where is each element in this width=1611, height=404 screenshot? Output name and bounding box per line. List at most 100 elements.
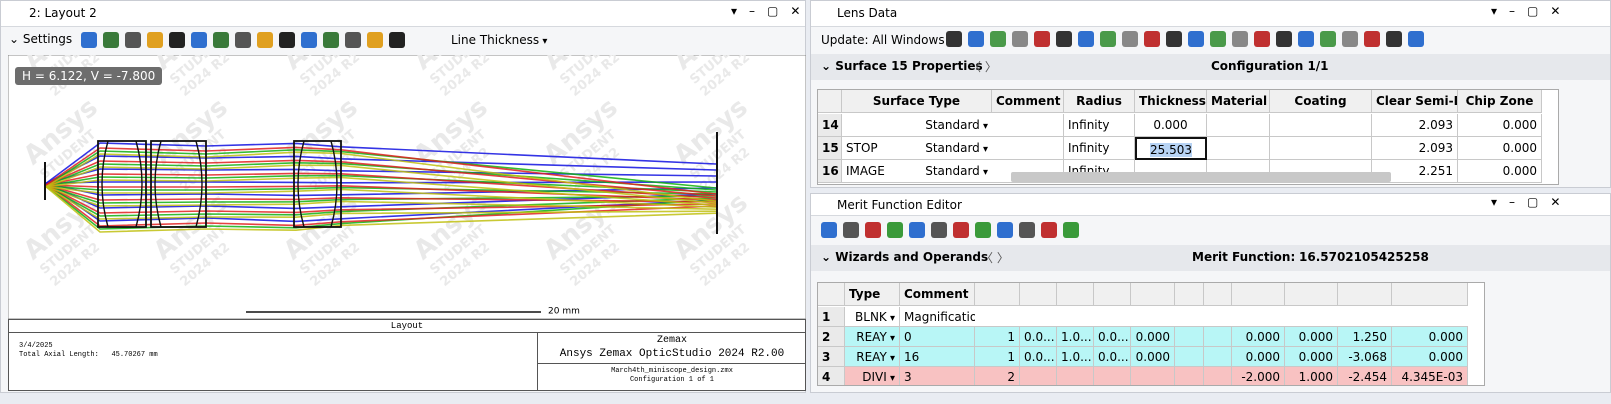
cell[interactable]: 1 bbox=[975, 327, 1020, 347]
cell[interactable] bbox=[1094, 307, 1131, 327]
cell[interactable]: 0.000 bbox=[1285, 327, 1338, 347]
cell[interactable] bbox=[1175, 367, 1204, 385]
cell[interactable]: DIVI bbox=[845, 367, 900, 385]
cell[interactable] bbox=[1204, 327, 1232, 347]
tool-icon[interactable] bbox=[887, 222, 903, 238]
tool-icon[interactable] bbox=[191, 32, 207, 48]
cell[interactable]: Standard bbox=[918, 137, 992, 160]
cell[interactable]: 0.000 bbox=[1392, 327, 1468, 347]
cell[interactable] bbox=[1207, 160, 1270, 183]
tool-icon[interactable] bbox=[1100, 31, 1116, 47]
cell[interactable]: 0.0... bbox=[1094, 347, 1131, 367]
tool-icon[interactable] bbox=[1210, 31, 1226, 47]
tool-icon[interactable] bbox=[1276, 31, 1292, 47]
cell[interactable]: 0 bbox=[900, 327, 975, 347]
tool-icon[interactable] bbox=[345, 32, 361, 48]
tool-icon[interactable] bbox=[301, 32, 317, 48]
wizards-label[interactable]: ⌄ Wizards and Operands bbox=[821, 250, 989, 264]
cell[interactable] bbox=[1204, 347, 1232, 367]
cell[interactable] bbox=[1094, 367, 1131, 385]
window-controls[interactable]: ▾–▢✕ bbox=[1491, 195, 1573, 209]
tool-icon[interactable] bbox=[1188, 31, 1204, 47]
cell[interactable]: 0.000 bbox=[1232, 327, 1285, 347]
cell[interactable]: Infinity bbox=[1064, 137, 1135, 160]
tool-icon[interactable] bbox=[235, 32, 251, 48]
surface-label[interactable]: ⌄ Surface 15 Properties bbox=[821, 59, 983, 73]
cell[interactable]: REAY bbox=[845, 327, 900, 347]
tool-icon[interactable] bbox=[953, 222, 969, 238]
cell[interactable]: 0.000 bbox=[1458, 160, 1542, 183]
cell[interactable]: REAY bbox=[845, 347, 900, 367]
nav-buttons[interactable]: 〈 〉 bbox=[969, 60, 997, 74]
cell[interactable] bbox=[1270, 160, 1372, 183]
cell[interactable]: STOP bbox=[842, 137, 918, 160]
line-thickness-button[interactable]: Line Thickness bbox=[451, 33, 547, 47]
tool-icon[interactable] bbox=[843, 222, 859, 238]
tool-icon[interactable] bbox=[909, 222, 925, 238]
tool-icon[interactable] bbox=[1166, 31, 1182, 47]
tool-icon[interactable] bbox=[1254, 31, 1270, 47]
cell[interactable] bbox=[1270, 137, 1372, 160]
tool-icon[interactable] bbox=[279, 32, 295, 48]
tool-icon[interactable] bbox=[931, 222, 947, 238]
tool-icon[interactable] bbox=[1041, 222, 1057, 238]
cell[interactable] bbox=[1020, 307, 1057, 327]
cell[interactable] bbox=[1207, 137, 1270, 160]
tool-icon[interactable] bbox=[968, 31, 984, 47]
cell[interactable] bbox=[1131, 307, 1175, 327]
tool-icon[interactable] bbox=[125, 32, 141, 48]
tool-icon[interactable] bbox=[367, 32, 383, 48]
cell[interactable]: 0.000 bbox=[1135, 114, 1207, 137]
cell[interactable]: 0.000 bbox=[1232, 347, 1285, 367]
cell[interactable] bbox=[1135, 160, 1207, 183]
tool-icon[interactable] bbox=[323, 32, 339, 48]
cell[interactable]: -2.000 bbox=[1232, 367, 1285, 385]
cell[interactable] bbox=[1131, 367, 1175, 385]
cell[interactable] bbox=[1175, 347, 1204, 367]
cell[interactable] bbox=[992, 137, 1064, 160]
cell[interactable]: 0.000 bbox=[1392, 347, 1468, 367]
tool-icon[interactable] bbox=[1012, 31, 1028, 47]
cell[interactable]: Standard bbox=[918, 114, 992, 137]
tool-icon[interactable] bbox=[257, 32, 273, 48]
cell[interactable]: 1.250 bbox=[1338, 327, 1392, 347]
tool-icon[interactable] bbox=[1144, 31, 1160, 47]
cell[interactable]: 0.000 bbox=[1458, 137, 1542, 160]
tool-icon[interactable] bbox=[1078, 31, 1094, 47]
cell[interactable]: BLNK bbox=[845, 307, 900, 327]
cell[interactable] bbox=[1232, 307, 1285, 327]
cell[interactable]: 25.503 bbox=[1135, 137, 1207, 160]
cell[interactable]: 0.000 bbox=[1131, 327, 1175, 347]
tool-icon[interactable] bbox=[821, 222, 837, 238]
cell[interactable]: 0.0... bbox=[1020, 347, 1057, 367]
cell[interactable]: 2.093 bbox=[1372, 137, 1458, 160]
cell[interactable]: Magnification bbox=[900, 307, 975, 327]
tool-icon[interactable] bbox=[1063, 222, 1079, 238]
cell[interactable] bbox=[1270, 114, 1372, 137]
tool-icon[interactable] bbox=[147, 32, 163, 48]
cell[interactable]: Standard bbox=[918, 160, 992, 183]
cell[interactable]: 0.0... bbox=[1020, 327, 1057, 347]
tool-icon[interactable] bbox=[1122, 31, 1138, 47]
cell[interactable]: Infinity bbox=[1064, 114, 1135, 137]
tool-icon[interactable] bbox=[990, 31, 1006, 47]
window-controls[interactable]: ▾–▢✕ bbox=[1491, 4, 1573, 18]
cell[interactable]: IMAGE bbox=[842, 160, 918, 183]
cell[interactable] bbox=[1057, 307, 1094, 327]
cell[interactable]: 1.0... bbox=[1057, 347, 1094, 367]
cell[interactable]: 4.345E-03 bbox=[1392, 367, 1468, 385]
tool-icon[interactable] bbox=[1019, 222, 1035, 238]
tool-icon[interactable] bbox=[1034, 31, 1050, 47]
update-button[interactable]: Update: All Windows bbox=[821, 33, 953, 47]
cell[interactable]: 0.0... bbox=[1094, 327, 1131, 347]
cell[interactable]: 1 bbox=[975, 347, 1020, 367]
tool-icon[interactable] bbox=[81, 32, 97, 48]
window-controls[interactable]: ▾–▢✕ bbox=[731, 4, 813, 18]
cell[interactable]: -2.454 bbox=[1338, 367, 1392, 385]
cell[interactable]: 0.000 bbox=[1131, 347, 1175, 367]
cell[interactable]: 1.0... bbox=[1057, 327, 1094, 347]
tool-icon[interactable] bbox=[1386, 31, 1402, 47]
cell[interactable] bbox=[975, 307, 1020, 327]
tool-icon[interactable] bbox=[1320, 31, 1336, 47]
tool-icon[interactable] bbox=[865, 222, 881, 238]
